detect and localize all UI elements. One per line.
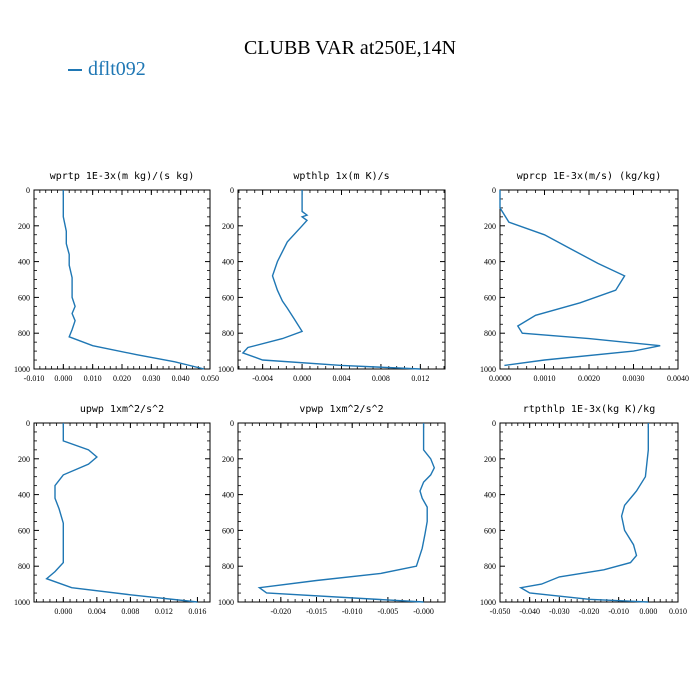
chart-panel-1: wprtp 1E-3x(m kg)/(s kg) 0 200 400 600 800 100…	[14, 171, 219, 383]
plot-frame	[499, 422, 679, 603]
y-tick-label: 800	[484, 562, 496, 571]
chart-panel-5: vpwp 1xm^2/s^2 0 200 400 600 800 1000 -0.020 -0.…	[218, 404, 446, 616]
y-tick-label: 400	[222, 491, 234, 500]
x-tick-label: -0.010	[608, 607, 629, 616]
y-tick-label: 600	[18, 526, 30, 535]
y-tick-label: 200	[484, 455, 496, 464]
x-tick-label: -0.050	[490, 607, 511, 616]
legend-label: dflt092	[88, 58, 146, 80]
y-tick-label: 0	[492, 186, 496, 195]
x-tick-label: -0.010	[342, 607, 363, 616]
chart-panel-6: rtpthlp 1E-3x(kg K)/kg02004006008001000-…	[480, 404, 687, 616]
series-line	[518, 423, 649, 603]
x-tick-label: 0.0040	[667, 374, 689, 383]
y-tick-label: 0	[492, 419, 496, 428]
plot-frame	[33, 189, 211, 370]
y-tick-label: 400	[484, 258, 496, 267]
chart-panel-3: wprcp 1E-3x(m/s) (kg/kg) 0 200 400 600 800 100…	[480, 171, 689, 383]
y-tick-label: 400	[222, 258, 234, 267]
y-tick-label: 200	[18, 455, 30, 464]
x-tick-label: 0.010	[84, 374, 102, 383]
panel-title: wprcp 1E-3x(m/s) (kg/kg)	[517, 171, 662, 182]
x-tick-label: -0.030	[549, 607, 570, 616]
y-tick-label: 1000	[480, 598, 496, 607]
x-tick-label: 0.000	[293, 374, 311, 383]
y-tick-label: 200	[484, 222, 496, 231]
x-tick-label: 0.0010	[534, 374, 556, 383]
legend: dflt092	[68, 58, 146, 81]
x-tick-label: 0.012	[155, 607, 173, 616]
x-tick-label: 0.050	[201, 374, 219, 383]
y-tick-label: 200	[222, 455, 234, 464]
y-tick-label: 0	[230, 186, 234, 195]
y-tick-label: 600	[484, 526, 496, 535]
x-tick-label: 0.0000	[489, 374, 511, 383]
chart-panel-4: upwp 1xm^2/s^2 0 200 400 600 800 1000 0.000 0.00…	[14, 404, 211, 616]
x-tick-label: 0.004	[333, 374, 351, 383]
y-tick-label: 600	[222, 526, 234, 535]
panel-title: wprtp 1E-3x(m kg)/(s kg)	[50, 171, 195, 182]
x-tick-label: -0.010	[24, 374, 45, 383]
x-tick-label: 0.016	[188, 607, 206, 616]
y-tick-label: 400	[18, 258, 30, 267]
x-tick-label: 0.008	[372, 374, 390, 383]
x-tick-label: 0.010	[669, 607, 687, 616]
panel-title: wpthlp 1x(m K)/s	[293, 171, 389, 182]
series-line	[62, 190, 205, 370]
y-tick-label: 600	[222, 293, 234, 302]
y-tick-label: 800	[18, 562, 30, 571]
x-tick-label: 0.000	[54, 374, 72, 383]
x-tick-label: 0.008	[121, 607, 139, 616]
plot-frame	[237, 422, 446, 603]
y-tick-label: 0	[26, 419, 30, 428]
y-tick-label: 600	[484, 293, 496, 302]
y-tick-label: 800	[484, 329, 496, 338]
y-tick-label: 800	[18, 329, 30, 338]
chart-panel-2: wpthlp 1x(m K)/s 0 200 400 600 800 1000 -0.004 0…	[218, 171, 446, 383]
x-tick-label: -0.020	[579, 607, 600, 616]
y-tick-label: 1000	[218, 598, 234, 607]
y-tick-label: 0	[230, 419, 234, 428]
series-line	[241, 190, 421, 370]
panel-title: vpwp 1xm^2/s^2	[299, 404, 383, 415]
y-tick-label: 0	[26, 186, 30, 195]
page-title: CLUBB VAR at250E,14N	[243, 37, 457, 59]
y-tick-label: 1000	[480, 365, 496, 374]
panel-title: rtpthlp 1E-3x(kg K)/kg	[523, 404, 655, 415]
x-tick-label: 0.0030	[623, 374, 645, 383]
y-tick-label: 1000	[218, 365, 234, 374]
y-tick-label: 400	[18, 491, 30, 500]
y-tick-label: 600	[18, 293, 30, 302]
x-tick-label: -0.000	[413, 607, 434, 616]
legend-swatch	[68, 68, 82, 71]
y-tick-label: 200	[222, 222, 234, 231]
y-tick-label: 1000	[14, 598, 30, 607]
x-tick-label: -0.015	[306, 607, 327, 616]
x-tick-label: 0.000	[54, 607, 72, 616]
x-tick-label: -0.005	[378, 607, 399, 616]
series-line	[45, 423, 198, 603]
panel-title: upwp 1xm^2/s^2	[80, 404, 164, 415]
plot-frame	[499, 189, 679, 370]
x-tick-label: 0.000	[639, 607, 657, 616]
series-line	[257, 423, 436, 603]
x-tick-label: 0.012	[411, 374, 429, 383]
y-tick-label: 400	[484, 491, 496, 500]
y-tick-label: 1000	[14, 365, 30, 374]
x-tick-label: 0.030	[142, 374, 160, 383]
y-tick-label: 800	[222, 562, 234, 571]
x-tick-label: 0.004	[88, 607, 106, 616]
x-tick-label: -0.004	[252, 374, 273, 383]
x-tick-label: 0.020	[113, 374, 131, 383]
x-tick-label: -0.020	[270, 607, 291, 616]
x-tick-label: -0.040	[519, 607, 540, 616]
y-tick-label: 200	[18, 222, 30, 231]
y-tick-label: 800	[222, 329, 234, 338]
series-line	[499, 190, 661, 367]
x-tick-label: 0.040	[172, 374, 190, 383]
x-tick-label: 0.0020	[578, 374, 600, 383]
